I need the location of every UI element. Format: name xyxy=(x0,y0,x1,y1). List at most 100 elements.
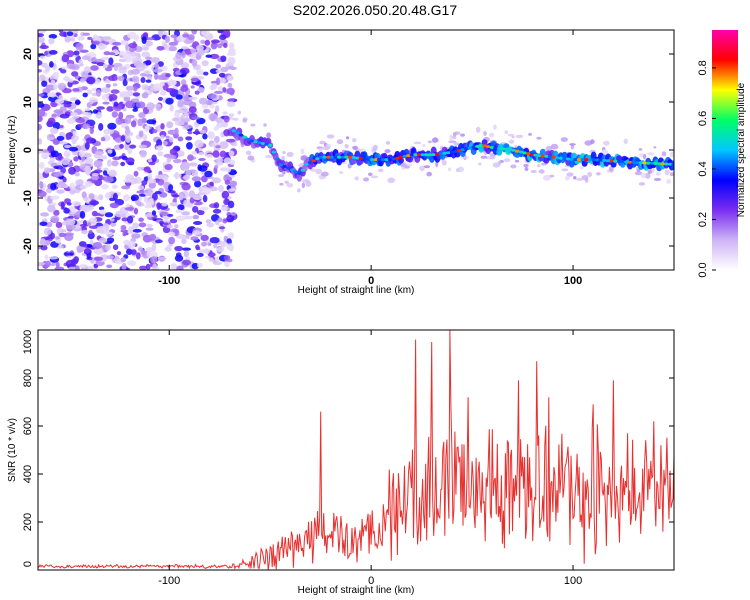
noise-cell xyxy=(175,215,186,222)
noise-cell xyxy=(210,42,218,50)
ridge-halo-cell xyxy=(309,168,317,172)
noise-cell xyxy=(86,137,95,144)
noise-cell xyxy=(74,100,81,105)
noise-cell xyxy=(168,236,176,245)
noise-cell xyxy=(201,30,210,37)
ridge-peak-cell xyxy=(282,165,287,168)
ridge-peak-cell xyxy=(507,148,513,152)
ridge-peak-cell xyxy=(515,149,520,153)
noise-cell xyxy=(170,263,178,270)
noise-cell xyxy=(81,229,88,235)
noise-cell xyxy=(158,30,163,36)
ridge-halo-cell xyxy=(511,135,515,139)
noise-cell xyxy=(155,239,163,244)
ridge-halo-cell xyxy=(566,172,574,177)
ridge-halo-cell xyxy=(498,160,502,165)
noise-cell xyxy=(140,249,146,256)
noise-cell xyxy=(60,201,65,210)
noise-cell xyxy=(103,176,114,183)
ridge-peak-cell xyxy=(526,152,531,156)
ridge-peak-cell xyxy=(635,161,640,165)
noise-cell xyxy=(141,84,149,91)
ridge-halo-cell xyxy=(608,166,614,172)
noise-cell xyxy=(204,170,213,178)
noise-cell xyxy=(92,109,98,114)
noise-cell xyxy=(169,136,174,143)
snr-y-tick-label: 400 xyxy=(22,465,34,483)
noise-cell xyxy=(44,260,51,268)
ridge-peak-cell xyxy=(406,154,411,158)
noise-cell xyxy=(53,83,58,91)
ridge-cell xyxy=(354,150,361,159)
noise-cell xyxy=(211,214,220,222)
noise-cell xyxy=(83,153,92,158)
noise-cell xyxy=(86,89,93,95)
noise-cell xyxy=(155,103,162,112)
noise-cell xyxy=(134,46,143,53)
ridge-halo-cell xyxy=(504,130,509,134)
noise-cell xyxy=(100,137,106,142)
noise-cell xyxy=(75,117,85,123)
ridge-halo-cell xyxy=(322,146,330,151)
noise-cell xyxy=(78,123,84,128)
noise-cell xyxy=(93,264,98,269)
noise-cell xyxy=(228,150,235,157)
noise-cell xyxy=(136,252,141,260)
noise-cell xyxy=(65,133,71,141)
noise-cell xyxy=(50,215,60,223)
ridge-peak-cell xyxy=(438,152,444,156)
noise-cell xyxy=(145,227,154,231)
noise-cell xyxy=(114,137,123,143)
noise-cell xyxy=(108,75,118,82)
ridge-peak-cell xyxy=(482,144,487,148)
noise-cell xyxy=(212,208,222,214)
ridge-peak-cell xyxy=(275,157,280,161)
noise-cell xyxy=(99,209,107,215)
noise-cell xyxy=(138,112,146,119)
ridge-peak-cell xyxy=(318,155,324,159)
ridge-peak-cell xyxy=(646,161,651,165)
ridge-halo-cell xyxy=(643,153,647,160)
noise-cell xyxy=(215,69,222,73)
noise-cell xyxy=(177,99,184,108)
ridge-peak-cell xyxy=(431,153,436,157)
ridge-halo-cell xyxy=(653,177,662,181)
ridge-halo-cell xyxy=(426,171,433,177)
noise-cell xyxy=(49,232,56,240)
noise-cell xyxy=(108,52,116,56)
noise-cell xyxy=(64,144,72,149)
snr-x-label: Height of straight line (km) xyxy=(298,585,415,596)
noise-cell xyxy=(138,217,144,222)
noise-cell xyxy=(179,67,190,75)
noise-cell xyxy=(125,157,135,165)
noise-cell xyxy=(90,43,97,50)
noise-cell xyxy=(86,244,93,248)
noise-cell xyxy=(120,39,129,46)
noise-cell xyxy=(171,117,180,122)
noise-cell xyxy=(169,218,178,224)
noise-cell xyxy=(49,61,54,68)
noise-cell xyxy=(174,127,179,136)
noise-cell xyxy=(95,58,105,64)
noise-cell xyxy=(136,190,146,194)
noise-cell xyxy=(56,189,65,194)
noise-cell xyxy=(154,191,162,195)
noise-cell xyxy=(38,30,47,34)
ridge-halo-cell xyxy=(638,182,646,186)
noise-cell xyxy=(131,233,141,239)
noise-cell xyxy=(187,154,194,162)
noise-cell xyxy=(209,186,218,192)
ridge-halo-cell xyxy=(282,171,286,175)
noise-cell xyxy=(165,73,171,78)
ridge-peak-cell xyxy=(620,160,625,164)
noise-cell xyxy=(191,116,201,120)
noise-cell xyxy=(227,200,235,209)
noise-cell xyxy=(143,70,151,75)
ridge-peak-cell xyxy=(424,153,429,157)
noise-cell xyxy=(75,42,84,51)
noise-cell xyxy=(183,199,192,208)
ridge-peak-cell xyxy=(409,153,415,157)
noise-cell xyxy=(172,159,182,164)
